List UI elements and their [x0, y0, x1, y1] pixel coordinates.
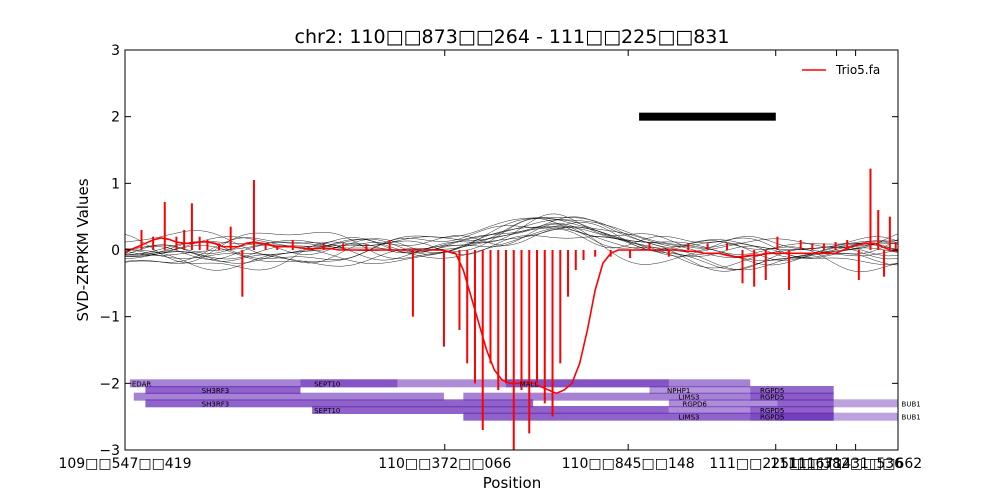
chart-title: chr2: 110□□873□□264 - 111□□225□□831 — [295, 26, 730, 48]
highlight-bar — [639, 112, 776, 121]
main-series-line — [125, 237, 898, 395]
gene-band — [505, 379, 751, 388]
background-series-line — [125, 226, 898, 267]
gene-band — [750, 386, 834, 394]
gene-label: RGPD5 — [760, 407, 784, 415]
gene-label: BUB1 — [902, 414, 921, 422]
gene-band — [312, 406, 669, 414]
gene-band — [750, 406, 834, 414]
gene-label: LIMS3 — [679, 394, 700, 402]
y-tick-label: 3 — [111, 43, 120, 59]
gene-label: RGPD5 — [760, 394, 784, 402]
y-tick-label: −2 — [99, 376, 120, 392]
x-tick-label: 110□□845□□148 — [562, 456, 695, 472]
gene-label: RGPD5 — [760, 414, 784, 422]
background-series-line — [125, 222, 898, 270]
gene-label: SEPT10 — [314, 380, 340, 388]
gene-band — [463, 412, 834, 421]
y-tick-label: −3 — [99, 443, 120, 459]
y-tick-label: −1 — [99, 310, 120, 326]
gene-band — [129, 379, 398, 388]
gene-band — [145, 386, 301, 394]
gene-band — [668, 406, 834, 414]
gene-band — [668, 399, 834, 408]
background-series-line — [125, 218, 898, 264]
gene-label: SH3RF3 — [202, 387, 230, 395]
plot-clipped-group — [125, 168, 898, 450]
gene-band — [750, 392, 834, 401]
gene-label: SEPT10 — [314, 407, 340, 415]
x-axis-label: Position — [483, 474, 541, 492]
gene-label: MALL — [520, 380, 539, 388]
legend-label-trio5: Trio5.fa — [835, 63, 880, 77]
x-tick-label: 111□□225□□671 — [709, 456, 842, 472]
plot-area: EDARSH3RF3SH3RF3SEPT10SEPT10MALLNPHP1LIM… — [58, 43, 922, 472]
gene-label: NPHP1 — [667, 387, 690, 395]
x-tick-label: 111□□431□□662 — [789, 456, 922, 472]
gene-band — [300, 379, 669, 388]
gene-label: LIMS3 — [679, 414, 700, 422]
background-series-line — [125, 217, 898, 264]
gene-label: SH3RF3 — [202, 400, 230, 408]
gene-label: RGPD6 — [682, 400, 707, 408]
x-tick-label: 110□□372□□066 — [378, 456, 511, 472]
x-tick-label: 109□□547□□419 — [58, 456, 191, 472]
background-series-line — [125, 234, 898, 272]
gene-band — [750, 412, 834, 421]
y-tick-label: 0 — [111, 243, 120, 259]
y-tick-label: 1 — [111, 176, 120, 192]
gene-band — [649, 386, 834, 394]
gene-band — [777, 399, 898, 408]
background-series-line — [125, 229, 898, 266]
x-tick-label: 111□□382□□536 — [770, 456, 903, 472]
gene-label: BUB1 — [902, 400, 921, 408]
gene-label: RGPD5 — [760, 387, 784, 395]
gene-band — [133, 392, 444, 401]
legend: Trio5.fa — [802, 63, 880, 77]
gene-band — [463, 392, 834, 401]
background-series-line — [125, 216, 898, 272]
y-tick-label: 2 — [111, 110, 120, 126]
y-axis-label: SVD-ZRPKM Values — [74, 178, 92, 321]
gene-label: EDAR — [132, 380, 151, 388]
gene-band — [777, 412, 898, 421]
gene-band — [145, 399, 534, 408]
